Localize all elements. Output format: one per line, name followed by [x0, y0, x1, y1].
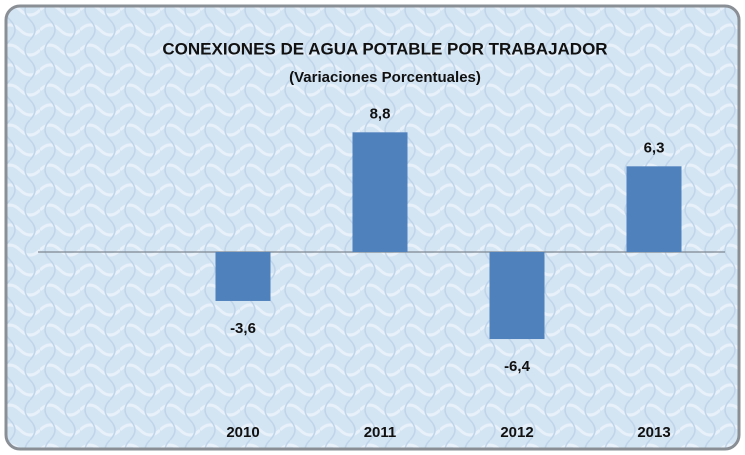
x-tick-label: 2013	[637, 424, 670, 441]
x-tick-label: 2012	[500, 424, 533, 441]
bar	[215, 252, 271, 301]
data-label: 6,3	[644, 139, 665, 156]
bar	[489, 252, 545, 340]
bar	[626, 166, 682, 252]
bar	[352, 132, 408, 252]
x-tick-label: 2010	[226, 424, 259, 441]
data-label: 8,8	[370, 105, 391, 122]
data-label: -3,6	[230, 320, 256, 337]
x-tick-label: 2011	[364, 424, 397, 441]
chart-title: CONEXIONES DE AGUA POTABLE POR TRABAJADO…	[162, 39, 607, 58]
chart-subtitle: (Variaciones Porcentuales)	[289, 69, 481, 86]
data-label: -6,4	[504, 358, 531, 375]
